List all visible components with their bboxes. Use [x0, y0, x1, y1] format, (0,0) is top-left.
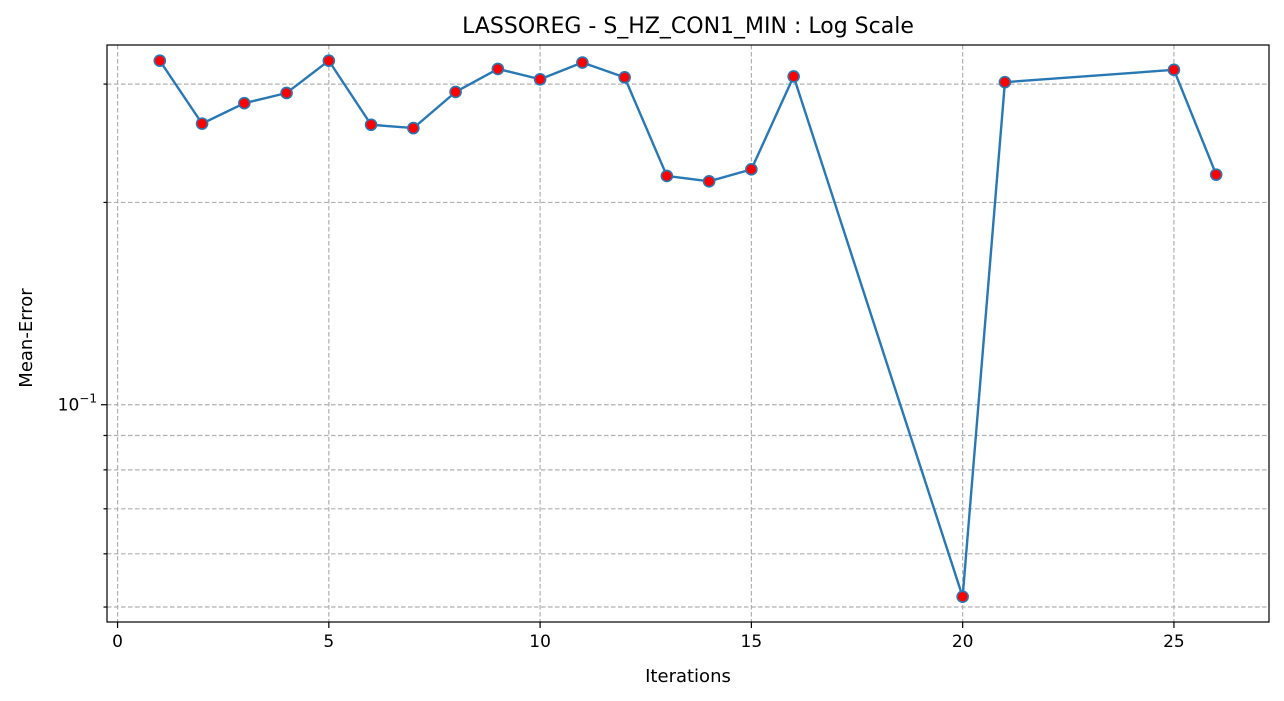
x-tick-label: 5 — [323, 632, 334, 652]
data-point — [1167, 63, 1181, 77]
x-tick-label: 20 — [952, 632, 974, 652]
data-point — [153, 54, 167, 68]
data-point — [195, 117, 209, 130]
y-tick-label-exponent: −1 — [79, 392, 97, 406]
data-point — [322, 54, 336, 68]
data-point — [449, 85, 462, 99]
data-point — [491, 62, 505, 76]
data-point — [280, 86, 293, 100]
grid — [107, 45, 1269, 622]
data-point — [787, 70, 800, 83]
x-tick-label: 15 — [741, 632, 763, 652]
data-point — [702, 175, 716, 188]
x-tick-label: 0 — [112, 632, 123, 652]
y-axis-label: Mean-Error — [16, 288, 37, 388]
x-axis-label: Iterations — [645, 666, 731, 687]
x-tick-label: 25 — [1163, 632, 1185, 652]
series-group — [153, 54, 1223, 604]
data-point — [407, 121, 420, 135]
axes-frame — [106, 44, 1270, 623]
data-point — [745, 163, 758, 176]
data-point — [1209, 168, 1223, 181]
y-tick-label-base: 10 — [58, 396, 80, 416]
data-point — [998, 75, 1012, 89]
y-tick-label: 10−1 — [58, 392, 97, 416]
x-tick-label: 10 — [529, 632, 551, 652]
data-point — [956, 590, 969, 604]
data-point — [660, 169, 674, 183]
data-point — [533, 72, 547, 86]
data-point — [238, 96, 251, 110]
chart-title: LASSOREG - S_HZ_CON1_MIN : Log Scale — [462, 14, 914, 39]
series-line — [158, 59, 1218, 598]
data-point — [618, 71, 631, 84]
data-point — [364, 118, 378, 132]
data-point — [576, 56, 589, 69]
